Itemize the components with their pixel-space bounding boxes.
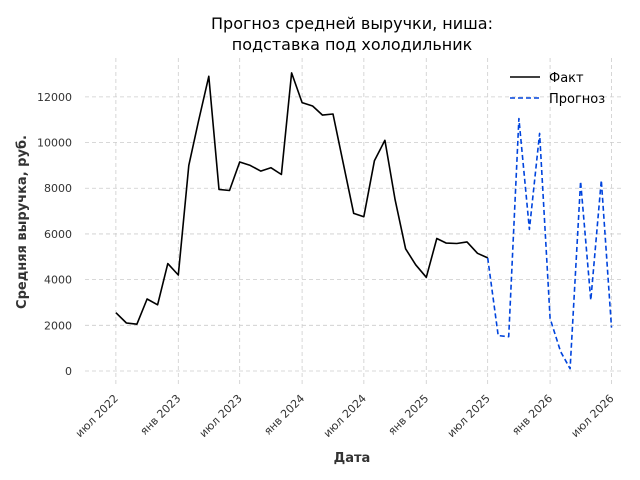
x-tick-label: янв 2023 — [138, 392, 184, 438]
x-tick-label: июл 2025 — [445, 392, 493, 440]
x-tick-label: янв 2025 — [386, 392, 432, 438]
chart-title-line-1: Прогноз средней выручки, ниша: — [211, 14, 493, 33]
y-tick-label: 10000 — [37, 137, 72, 150]
series-line-forecast — [486, 117, 613, 370]
y-axis-label: Средняя выручка, руб. — [15, 135, 30, 309]
y-tick-label: 8000 — [44, 182, 72, 195]
grid — [85, 58, 622, 387]
x-axis-label: Дата — [334, 451, 371, 466]
x-tick-label: июл 2026 — [569, 392, 617, 440]
legend-label-forecast: Прогноз — [549, 92, 605, 107]
y-tick-label: 6000 — [44, 228, 72, 241]
x-tick-label: янв 2024 — [261, 392, 307, 438]
legend-label-fact: Факт — [549, 71, 584, 86]
series — [115, 72, 613, 370]
x-tick-label: июл 2024 — [321, 392, 369, 440]
series-line-fact — [115, 72, 489, 325]
x-tick-label: июл 2022 — [73, 392, 121, 440]
legend: Факт Прогноз — [510, 71, 605, 107]
y-tick-label: 12000 — [37, 91, 72, 104]
x-tick-label: июл 2023 — [197, 392, 245, 440]
y-tick-labels: 0 2000 4000 6000 8000 10000 12000 — [37, 91, 72, 378]
x-tick-labels: июл 2022 янв 2023 июл 2023 янв 2024 июл 2024… — [73, 392, 617, 440]
y-tick-label: 4000 — [44, 274, 72, 287]
y-tick-label: 2000 — [44, 319, 72, 332]
chart-title-line-2: подставка под холодильник — [232, 35, 473, 54]
x-tick-label: янв 2026 — [509, 392, 555, 438]
y-tick-label: 0 — [65, 365, 72, 378]
